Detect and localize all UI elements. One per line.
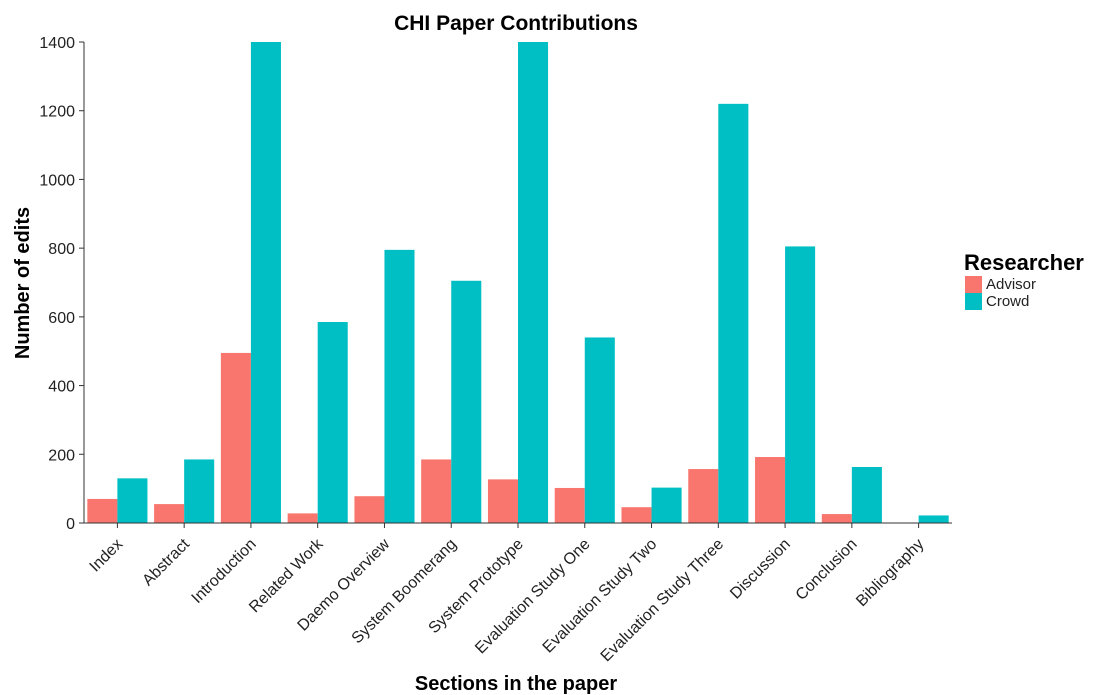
y-tick-label-3: 600 [48, 310, 75, 327]
x-tick-label-12: Bibliography [853, 536, 927, 610]
bar-crowd-6 [518, 42, 549, 523]
legend-swatch-advisor [965, 276, 982, 293]
bars-group [87, 42, 949, 524]
x-tick-label-1: Abstract [139, 535, 193, 589]
y-tick-label-7: 1400 [39, 35, 75, 52]
legend-label-crowd: Crowd [986, 293, 1029, 310]
bar-advisor-3 [287, 513, 318, 523]
bar-crowd-5 [451, 280, 482, 523]
bar-advisor-1 [154, 504, 185, 523]
x-tick-label-7: Evaluation Study One [472, 536, 594, 658]
bar-advisor-7 [554, 487, 585, 523]
bar-crowd-1 [184, 459, 215, 523]
x-tick-label-0: Index [87, 536, 127, 576]
x-tick-label-11: Conclusion [793, 536, 861, 604]
bar-advisor-11 [821, 514, 852, 523]
bar-crowd-8 [651, 487, 682, 523]
bar-advisor-5 [421, 459, 452, 523]
legend-title: Researcher [964, 250, 1084, 275]
bar-advisor-0 [87, 498, 118, 523]
x-tick-label-2: Introduction [189, 536, 260, 607]
y-tick-label-5: 1000 [39, 172, 75, 189]
bar-crowd-11 [851, 467, 882, 523]
bar-crowd-0 [117, 478, 148, 523]
y-tick-label-6: 1200 [39, 104, 75, 121]
bar-crowd-9 [718, 103, 749, 523]
bar-advisor-2 [220, 352, 251, 523]
y-axis-ticks: 0 200 400 600 800 1000 1200 1400 [39, 35, 84, 533]
x-tick-label-8: Evaluation Study Two [540, 536, 661, 657]
bar-crowd-7 [584, 337, 615, 523]
bar-advisor-4 [354, 496, 385, 523]
x-tick-label-9: Evaluation Study Three [598, 536, 727, 665]
y-tick-label-1: 200 [48, 447, 75, 464]
bar-crowd-4 [384, 249, 415, 524]
x-tick-label-10: Discussion [727, 536, 794, 603]
legend-swatch-crowd [965, 293, 982, 310]
bar-advisor-6 [487, 479, 518, 523]
bar-advisor-8 [621, 507, 652, 523]
y-tick-label-4: 800 [48, 241, 75, 258]
y-tick-label-2: 400 [48, 379, 75, 396]
bar-crowd-3 [317, 322, 348, 523]
legend-label-advisor: Advisor [986, 276, 1036, 293]
bar-crowd-10 [785, 246, 816, 523]
bar-crowd-2 [250, 42, 281, 523]
y-axis-title: Number of edits [12, 207, 34, 359]
bar-crowd-12 [918, 515, 949, 523]
chart-title: CHI Paper Contributions [394, 12, 638, 35]
y-tick-label-0: 0 [66, 516, 75, 533]
x-axis-title: Sections in the paper [415, 673, 617, 695]
bar-advisor-10 [755, 457, 786, 523]
bar-advisor-9 [688, 469, 719, 523]
